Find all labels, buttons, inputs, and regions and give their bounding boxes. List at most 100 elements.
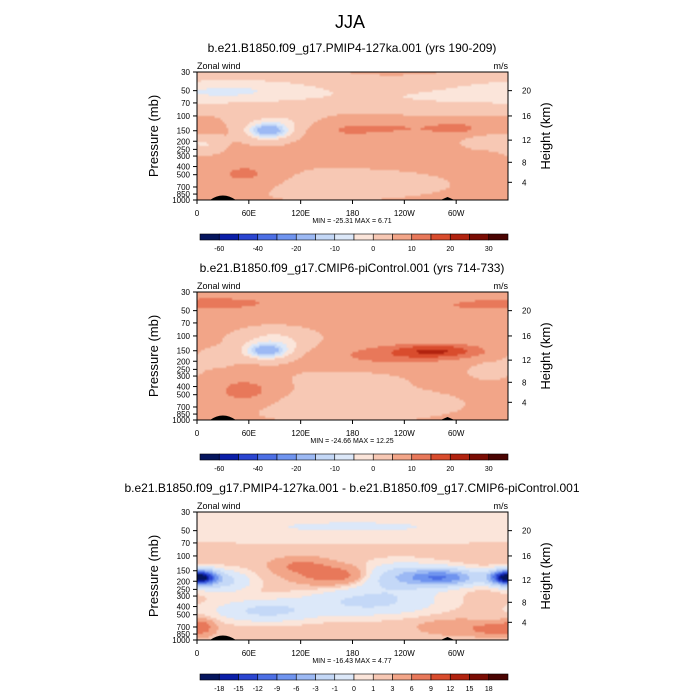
colorbar-tick-label: 12 — [446, 686, 454, 693]
topography — [209, 195, 236, 200]
topography — [209, 635, 236, 640]
colorbar-swatch — [372, 453, 393, 461]
colorbar-tick-label: 10 — [408, 466, 416, 473]
colorbar-swatch — [430, 673, 451, 681]
topography — [209, 415, 236, 420]
y2-tick-label: 20 — [522, 307, 531, 316]
colorbar-swatch — [257, 673, 278, 681]
x-tick-label: 120W — [394, 649, 415, 658]
y-tick-label: 200 — [177, 357, 191, 366]
y-tick-label: 300 — [177, 152, 191, 161]
colorbar-swatch — [449, 233, 470, 241]
y2-tick-label: 16 — [522, 552, 531, 561]
y-tick-label: 400 — [177, 163, 191, 172]
colorbar-tick-label: 0 — [371, 466, 375, 473]
colorbar-tick-label: 0 — [371, 246, 375, 253]
colorbar-tick-label: 1 — [371, 686, 375, 693]
colorbar-tick-label: -6 — [293, 686, 299, 693]
y2-tick-label: 12 — [522, 356, 531, 365]
y2-axis-label: Height (km) — [538, 102, 553, 169]
colorbar-swatch — [430, 233, 451, 241]
y-tick-label: 1000 — [172, 416, 190, 425]
y-tick-label: 50 — [181, 307, 190, 316]
colorbar-swatch — [315, 673, 336, 681]
y2-tick-label: 4 — [522, 618, 527, 627]
topography — [440, 637, 455, 640]
colorbar-swatch — [334, 453, 355, 461]
y2-axis-label: Height (km) — [538, 542, 553, 609]
colorbar-swatch — [315, 453, 336, 461]
y-tick-label: 150 — [177, 347, 191, 356]
y-tick-label: 250 — [177, 145, 191, 154]
colorbar-swatch — [353, 453, 374, 461]
y2-tick-label: 16 — [522, 332, 531, 341]
x-tick-label: 60E — [242, 429, 256, 438]
colorbar-tick-label: -9 — [274, 686, 280, 693]
colorbar-swatch — [295, 233, 316, 241]
colorbar-tick-label: -1 — [332, 686, 338, 693]
min-max-stats: MIN = -24.66 MAX = 12.25 — [310, 438, 393, 445]
colorbar-tick-label: -3 — [312, 686, 318, 693]
colorbar-tick-label: -20 — [291, 466, 301, 473]
contour-field — [197, 292, 508, 420]
colorbar-swatch — [372, 233, 393, 241]
x-tick-label: 60E — [242, 649, 256, 658]
colorbar-swatch — [199, 453, 220, 461]
colorbar-tick-label: 9 — [429, 686, 433, 693]
colorbar-swatch — [392, 233, 413, 241]
y-tick-label: 700 — [177, 403, 191, 412]
colorbar-swatch — [469, 453, 490, 461]
y-tick-label: 300 — [177, 592, 191, 601]
x-tick-label: 120E — [291, 429, 310, 438]
y2-tick-label: 4 — [522, 178, 527, 187]
colorbar-swatch — [218, 453, 239, 461]
min-max-stats: MIN = -16.43 MAX = 4.77 — [312, 658, 391, 665]
panel-2: b.e21.B1850.f09_g17.CMIP6-piControl.001 … — [146, 261, 553, 473]
colorbar: -60 -40 -20 -10 0 10 20 30 — [199, 453, 509, 473]
panel-title: b.e21.B1850.f09_g17.CMIP6-piControl.001 … — [200, 261, 505, 275]
y2-tick-label: 20 — [522, 87, 531, 96]
colorbar-swatch — [276, 453, 297, 461]
colorbar-tick-label: -40 — [253, 466, 263, 473]
colorbar-swatch — [411, 233, 432, 241]
colorbar-tick-label: 0 — [352, 686, 356, 693]
colorbar-swatch — [257, 233, 278, 241]
y-tick-label: 400 — [177, 383, 191, 392]
colorbar-tick-label: -40 — [253, 246, 263, 253]
left-label: Zonal wind — [197, 281, 241, 291]
colorbar-swatch — [218, 673, 239, 681]
right-label: m/s — [494, 501, 509, 511]
y-tick-label: 150 — [177, 127, 191, 136]
y-axis-label: Pressure (mb) — [146, 95, 161, 177]
x-tick-label: 60W — [448, 429, 465, 438]
colorbar-swatch — [238, 453, 259, 461]
contour-field — [197, 512, 508, 640]
x-tick-label: 120E — [291, 209, 310, 218]
x-tick-label: 120W — [394, 209, 415, 218]
x-tick-label: 120E — [291, 649, 310, 658]
x-tick-label: 0 — [195, 649, 200, 658]
colorbar-tick-label: 18 — [485, 686, 493, 693]
colorbar-tick-label: -15 — [233, 686, 243, 693]
colorbar-swatch — [334, 673, 355, 681]
x-tick-label: 0 — [195, 429, 200, 438]
y-tick-label: 200 — [177, 577, 191, 586]
y-tick-label: 250 — [177, 585, 191, 594]
topography — [440, 417, 455, 420]
y-tick-label: 50 — [181, 527, 190, 536]
colorbar-swatch — [295, 673, 316, 681]
colorbar-tick-label: -10 — [330, 246, 340, 253]
y-tick-label: 250 — [177, 365, 191, 374]
colorbar-swatch — [469, 233, 490, 241]
y-tick-label: 100 — [177, 552, 191, 561]
colorbar-swatch — [238, 673, 259, 681]
colorbar-swatch — [276, 673, 297, 681]
colorbar-tick-label: 15 — [466, 686, 474, 693]
colorbar-tick-label: -12 — [253, 686, 263, 693]
y-tick-label: 850 — [177, 630, 191, 639]
topography — [440, 197, 455, 200]
min-max-stats: MIN = -25.31 MAX = 6.71 — [312, 218, 391, 225]
y-tick-label: 200 — [177, 137, 191, 146]
colorbar-swatch — [488, 673, 509, 681]
y-tick-label: 300 — [177, 372, 191, 381]
